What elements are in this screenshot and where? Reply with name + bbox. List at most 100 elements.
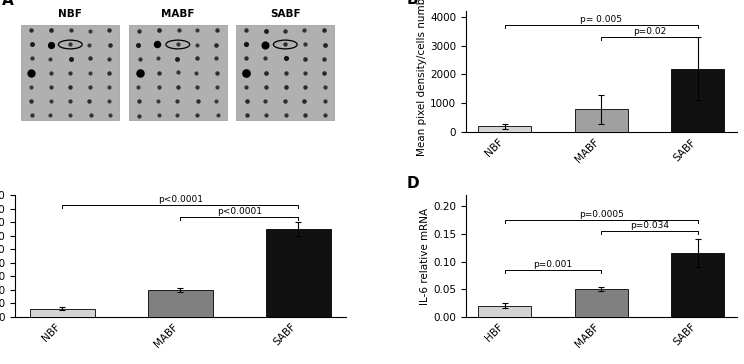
Point: [260, 28, 272, 33]
Text: SABF: SABF: [270, 9, 301, 19]
Point: [318, 56, 330, 62]
Point: [83, 98, 94, 104]
Text: MABF: MABF: [161, 9, 194, 19]
Bar: [574, 289, 628, 317]
Point: [45, 98, 57, 104]
Point: [152, 99, 164, 104]
Point: [241, 112, 253, 118]
Point: [44, 112, 56, 118]
Point: [25, 27, 36, 33]
Point: [318, 41, 330, 47]
Point: [279, 41, 291, 47]
Point: [65, 56, 77, 62]
Text: p=0.034: p=0.034: [630, 221, 669, 230]
Y-axis label: Mean pixel density/cells number: Mean pixel density/cells number: [417, 0, 427, 156]
Point: [153, 27, 165, 33]
Point: [192, 98, 204, 104]
Text: NBF: NBF: [58, 9, 83, 19]
Point: [45, 42, 57, 48]
Point: [133, 28, 145, 33]
Point: [240, 56, 252, 62]
Y-axis label: IL-6 relative mRNA: IL-6 relative mRNA: [420, 207, 430, 305]
Point: [152, 55, 164, 61]
Point: [103, 56, 115, 62]
Bar: [671, 69, 724, 132]
FancyBboxPatch shape: [129, 25, 227, 120]
Point: [298, 98, 310, 104]
Point: [25, 98, 37, 104]
Point: [133, 113, 145, 119]
Point: [260, 84, 272, 90]
Bar: [671, 253, 724, 317]
Point: [210, 56, 222, 62]
Bar: [478, 126, 531, 132]
Point: [84, 56, 96, 62]
Point: [83, 84, 95, 90]
Point: [260, 112, 272, 118]
Point: [45, 70, 57, 76]
Point: [64, 99, 76, 104]
Point: [319, 98, 331, 104]
Point: [240, 28, 251, 33]
Point: [45, 27, 57, 33]
Text: p=0.0005: p=0.0005: [579, 210, 623, 219]
Text: B: B: [406, 0, 418, 7]
Point: [171, 98, 183, 104]
Point: [211, 27, 223, 33]
Point: [190, 70, 202, 76]
Point: [103, 27, 115, 33]
Point: [280, 70, 292, 76]
Point: [171, 56, 183, 62]
Point: [172, 70, 184, 75]
Point: [85, 112, 97, 118]
Point: [25, 70, 36, 76]
Bar: [30, 309, 94, 317]
Point: [280, 56, 292, 62]
Point: [172, 84, 184, 90]
Point: [132, 42, 144, 48]
Point: [299, 112, 311, 118]
Point: [240, 41, 251, 47]
Point: [211, 70, 223, 76]
Point: [210, 98, 222, 104]
Text: p=0.001: p=0.001: [533, 260, 573, 269]
Text: A: A: [1, 0, 13, 8]
Point: [241, 98, 253, 104]
Point: [319, 112, 331, 118]
Bar: [266, 229, 330, 317]
Point: [298, 27, 310, 33]
FancyBboxPatch shape: [22, 25, 119, 120]
Point: [240, 84, 252, 90]
Point: [260, 98, 272, 104]
Point: [25, 55, 37, 61]
Point: [153, 112, 165, 118]
Point: [134, 70, 146, 76]
Point: [191, 112, 203, 118]
Point: [211, 84, 223, 90]
Point: [299, 56, 311, 62]
Point: [64, 41, 76, 47]
Point: [26, 112, 38, 118]
Point: [191, 27, 203, 33]
Text: p<0.0001: p<0.0001: [158, 195, 203, 205]
Point: [171, 112, 183, 118]
Point: [210, 42, 222, 48]
Point: [259, 42, 271, 48]
Point: [104, 42, 116, 48]
Point: [240, 70, 252, 76]
Point: [83, 41, 95, 47]
Point: [260, 55, 272, 61]
Point: [132, 84, 144, 90]
Point: [299, 84, 311, 90]
Point: [65, 27, 77, 33]
Point: [103, 70, 115, 76]
Bar: [478, 306, 531, 317]
Point: [318, 84, 330, 90]
FancyBboxPatch shape: [237, 25, 334, 120]
Point: [191, 55, 203, 61]
Point: [153, 84, 165, 90]
Point: [172, 41, 184, 47]
Point: [280, 112, 292, 118]
Point: [133, 98, 145, 104]
Point: [45, 84, 57, 90]
